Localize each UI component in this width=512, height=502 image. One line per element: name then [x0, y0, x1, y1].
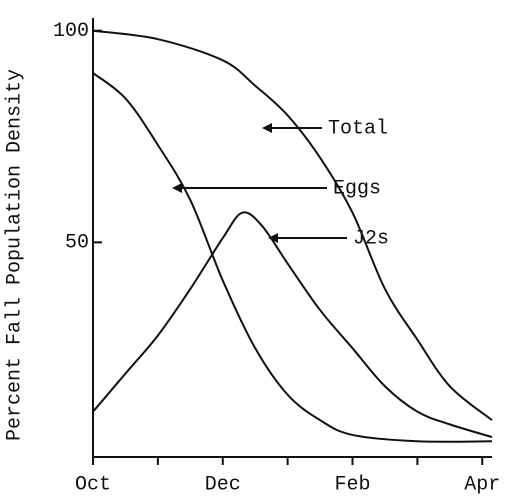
- x-tick-label: Apr: [464, 473, 500, 496]
- y-tick-label: 100: [53, 20, 89, 43]
- data-line: [92, 29, 493, 421]
- x-tick-label: Dec: [205, 473, 241, 496]
- series-label: Eggs: [333, 177, 381, 200]
- data-line: [92, 72, 493, 443]
- label-arrowhead: [268, 233, 278, 243]
- x-tick-label: Oct: [75, 473, 111, 496]
- y-tick-label: 50: [65, 232, 89, 255]
- label-arrowhead: [172, 183, 182, 193]
- series-label: Total: [328, 117, 388, 140]
- label-arrowhead: [262, 123, 272, 133]
- x-tick-label: Feb: [335, 473, 371, 496]
- series-label: J2s: [353, 227, 389, 250]
- y-axis-label: Percent Fall Population Density: [3, 69, 26, 441]
- data-line: [92, 211, 493, 439]
